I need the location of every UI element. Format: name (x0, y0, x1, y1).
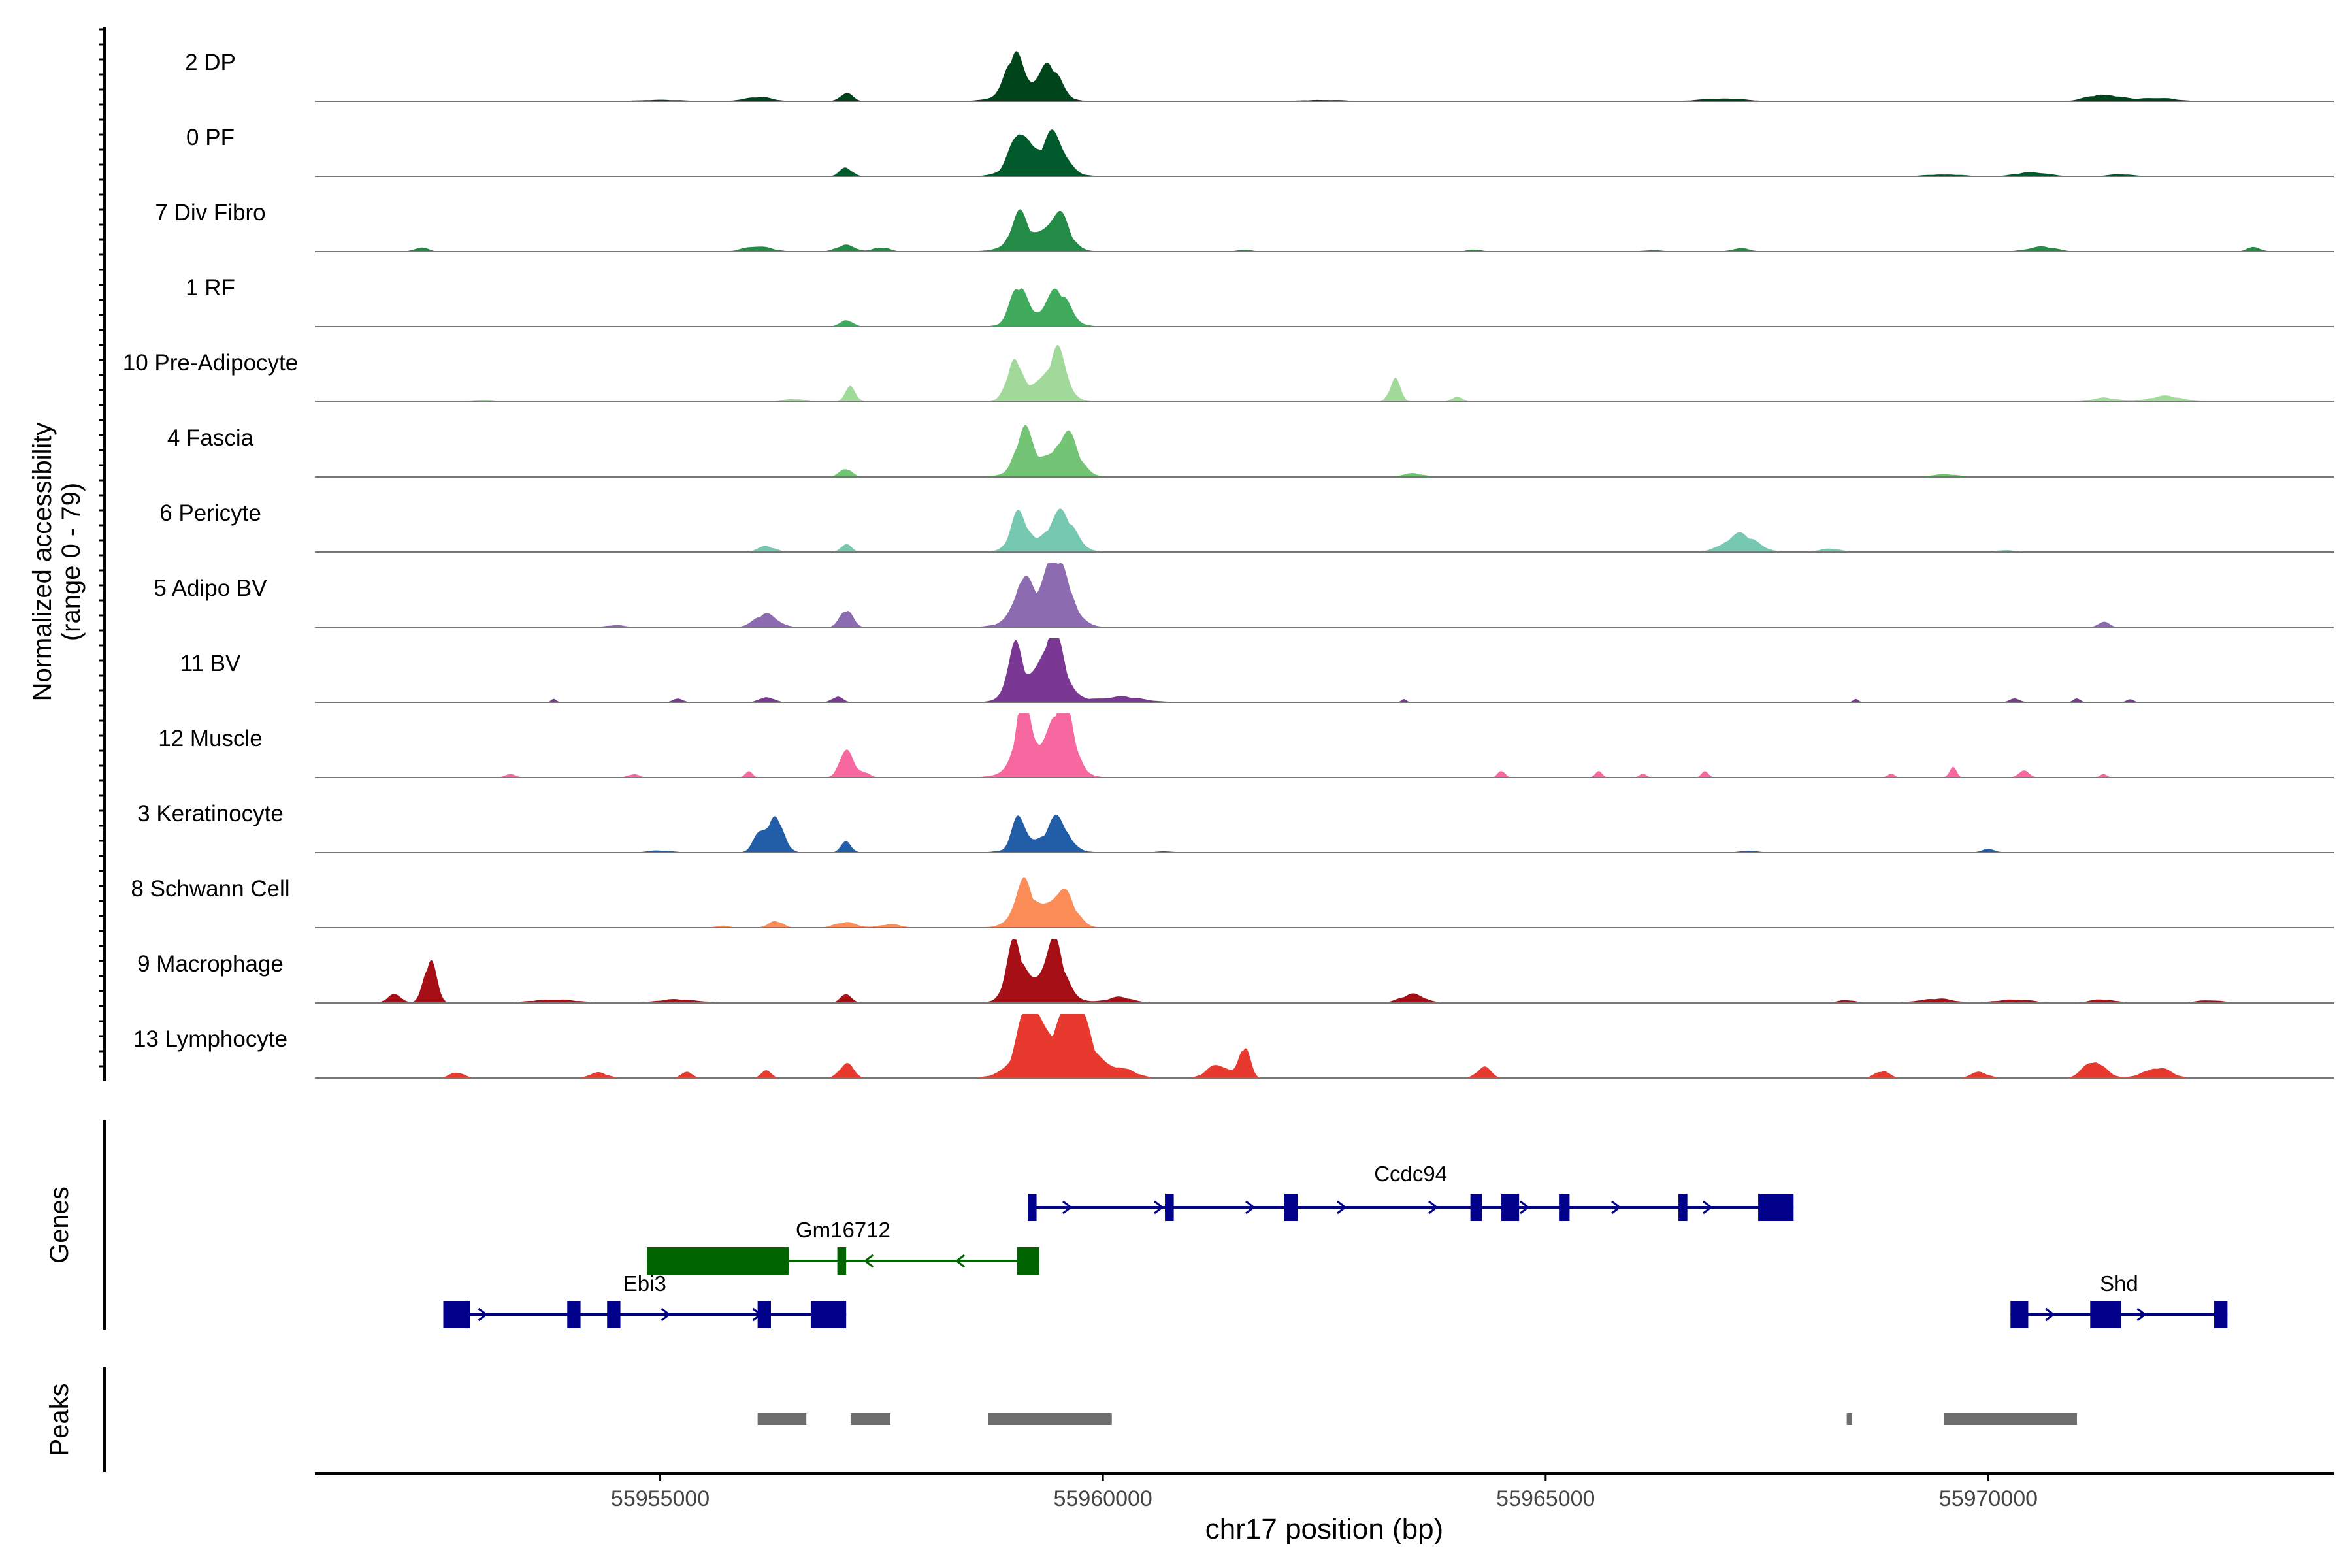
track-3-keratinocyte: 3 Keratinocyte (137, 801, 2334, 853)
gene-exon (607, 1301, 621, 1328)
strand-arrow (1428, 1200, 1439, 1215)
track-4-fascia: 4 Fascia (167, 425, 2334, 478)
x-tick-label: 55970000 (1939, 1486, 2038, 1511)
gene-exon (1559, 1194, 1570, 1221)
strand-arrow (1245, 1200, 1256, 1215)
track-label-12-muscle: 12 Muscle (158, 726, 263, 751)
gene-exon (2090, 1301, 2121, 1328)
track-label-13-lymphocyte: 13 Lymphocyte (133, 1026, 287, 1052)
strand-arrow (661, 1307, 672, 1322)
peaks-track (757, 1413, 2077, 1425)
track-7-div-fibro: 7 Div Fibro (155, 200, 2334, 252)
track-6-pericyte: 6 Pericyte (159, 500, 2334, 553)
gene-exon (1758, 1194, 1794, 1221)
strand-arrow (1062, 1200, 1073, 1215)
gene-exon (1470, 1194, 1482, 1221)
peak-region (757, 1413, 807, 1425)
x-tick-label: 55955000 (611, 1486, 710, 1511)
track-10-pre-adipocyte: 10 Pre-Adipocyte (123, 344, 2334, 402)
strand-arrow (1154, 1200, 1164, 1215)
track-5-adipo-bv: 5 Adipo BV (154, 563, 2334, 628)
gene-annotation-track: Ccdc94 Gm16712 Ebi3 Shd (443, 1162, 2228, 1328)
gene-exon (757, 1301, 771, 1328)
strand-arrow (1703, 1200, 1713, 1215)
gene-exon (1027, 1194, 1037, 1221)
gene-label-ccdc94: Ccdc94 (1374, 1162, 1447, 1186)
gene-exon (443, 1301, 470, 1328)
strand-arrow (2045, 1307, 2055, 1322)
track-13-lymphocyte: 13 Lymphocyte (133, 1014, 2334, 1079)
peaks-track-label: Peaks (45, 1383, 74, 1456)
gene-shd: Shd (2010, 1271, 2228, 1328)
gene-exon (2214, 1301, 2228, 1328)
strand-arrow (2136, 1307, 2147, 1322)
gene-label-shd: Shd (2100, 1271, 2138, 1296)
track-0-pf: 0 PF (186, 125, 2334, 177)
strand-arrow (1520, 1200, 1530, 1215)
gene-exon (2010, 1301, 2029, 1328)
gene-exon (1678, 1194, 1688, 1221)
track-label-4-fascia: 4 Fascia (167, 425, 254, 451)
gene-exon (837, 1247, 847, 1275)
track-label-11-bv: 11 BV (180, 651, 241, 676)
track-2-dp: 2 DP (185, 50, 2334, 102)
track-12-muscle: 12 Muscle (158, 713, 2334, 778)
track-label-3-keratinocyte: 3 Keratinocyte (137, 801, 284, 826)
gene-ccdc94: Ccdc94 (1027, 1162, 1794, 1221)
genes-track-label: Genes (45, 1186, 74, 1264)
strand-arrow (1337, 1200, 1347, 1215)
track-11-bv: 11 BV (180, 638, 2334, 703)
x-axis-ticks: 55955000 55960000 55965000 55970000 (611, 1473, 2038, 1511)
track-label-5-adipo-bv: 5 Adipo BV (154, 576, 267, 601)
gene-label-gm16712: Gm16712 (796, 1218, 890, 1242)
strand-arrow (955, 1254, 966, 1268)
track-label-0-pf: 0 PF (186, 125, 235, 150)
x-axis-title: chr17 position (bp) (1205, 1513, 1443, 1545)
x-tick-label: 55965000 (1496, 1486, 1595, 1511)
strand-arrow (478, 1307, 489, 1322)
gene-label-ebi3: Ebi3 (623, 1271, 666, 1296)
track-label-8-schwann-cell: 8 Schwann Cell (131, 876, 289, 902)
strand-arrow (863, 1254, 874, 1268)
track-label-10-pre-adipocyte: 10 Pre-Adipocyte (123, 350, 298, 376)
peak-region (1846, 1413, 1852, 1425)
track-label-1-rf: 1 RF (186, 275, 235, 301)
gene-exon (647, 1247, 789, 1275)
track-8-schwann-cell: 8 Schwann Cell (131, 876, 2334, 928)
gene-exon (810, 1301, 847, 1328)
gene-exon (1501, 1194, 1520, 1221)
gene-exon (1017, 1247, 1039, 1275)
gene-gm16712: Gm16712 (647, 1218, 1039, 1275)
track-label-7-div-fibro: 7 Div Fibro (155, 200, 265, 225)
gene-ebi3: Ebi3 (443, 1271, 847, 1328)
track-label-6-pericyte: 6 Pericyte (159, 500, 261, 526)
strand-arrow (1611, 1200, 1622, 1215)
y-axis-range-label: (range 0 - 79) (57, 483, 86, 641)
x-tick-label: 55960000 (1054, 1486, 1152, 1511)
y-axis-title: Normalized accessibility (28, 423, 57, 702)
track-1-rf: 1 RF (186, 275, 2334, 327)
track-9-macrophage: 9 Macrophage (137, 939, 2334, 1004)
peak-region (1944, 1413, 2077, 1425)
gene-exon (567, 1301, 581, 1328)
peak-region (988, 1413, 1112, 1425)
coverage-tracks: 2 DP 0 PF 7 Div Fibro 1 RF 10 Pre-Adipocyte 4… (123, 50, 2334, 1079)
gene-exon (1165, 1194, 1174, 1221)
peak-region (850, 1413, 890, 1425)
track-label-9-macrophage: 9 Macrophage (137, 951, 284, 977)
track-label-2-dp: 2 DP (185, 50, 236, 75)
gene-exon (1284, 1194, 1298, 1221)
y-axis-ticks (99, 28, 105, 1068)
